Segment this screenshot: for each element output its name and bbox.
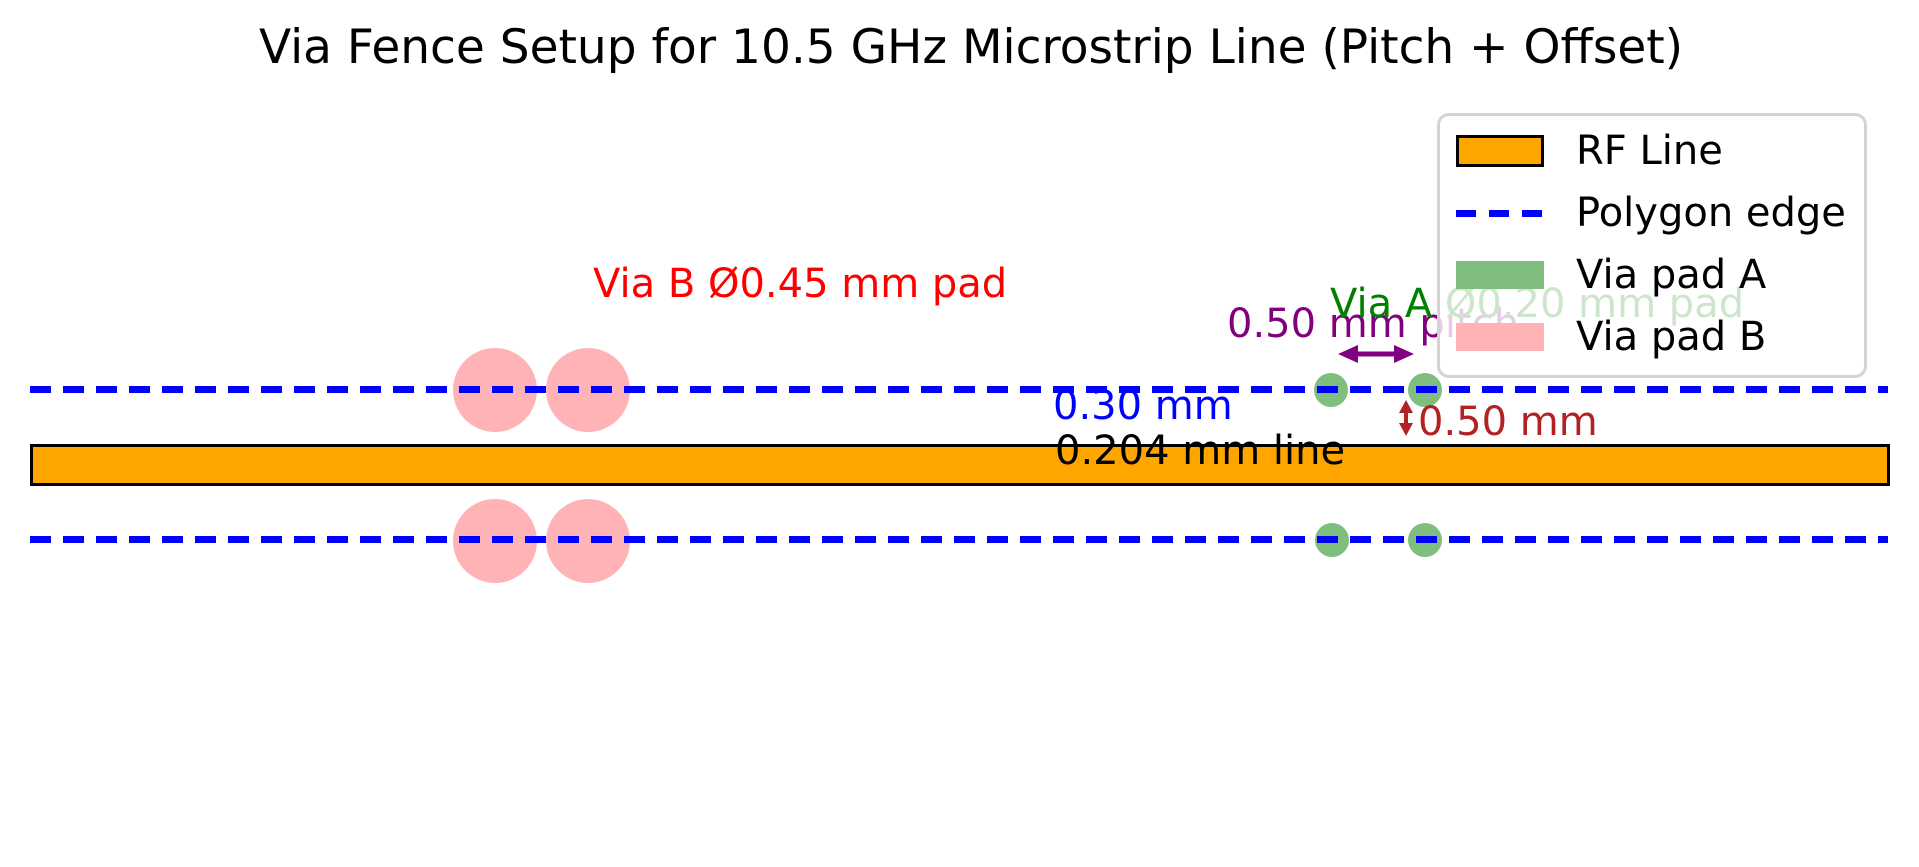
clearance-label: 0.30 mm: [1053, 383, 1233, 429]
via-pad-b-swatch-icon: [1456, 323, 1544, 351]
legend-item-via-pad-b: Via pad B: [1440, 306, 1864, 368]
legend-label: RF Line: [1576, 128, 1723, 174]
legend-label: Polygon edge: [1576, 190, 1846, 236]
line-width-label: 0.204 mm line: [1055, 428, 1346, 474]
rf-line-bar: [30, 444, 1890, 486]
via-b-pad-label: Via B Ø0.45 mm pad: [593, 261, 1008, 307]
via-pad-a-swatch-icon: [1456, 261, 1544, 289]
legend-box: RF Line Polygon edge Via pad A Via pad B: [1437, 113, 1867, 378]
legend-label: Via pad A: [1576, 252, 1767, 298]
offset-double-arrow-icon: [1399, 400, 1413, 436]
offset-label: 0.50 mm: [1418, 399, 1598, 445]
legend-label: Via pad B: [1576, 314, 1767, 360]
polygon-edge-swatch-icon: [1456, 209, 1544, 217]
legend-item-rf-line: RF Line: [1440, 120, 1864, 182]
legend-item-via-pad-a: Via pad A: [1440, 244, 1864, 306]
pitch-double-arrow-icon: [1338, 345, 1414, 363]
polygon-edge-bottom-line: [30, 536, 1888, 543]
polygon-edge-top-line: [30, 386, 1888, 393]
figure-title: Via Fence Setup for 10.5 GHz Microstrip …: [258, 20, 1684, 75]
rf-line-swatch-icon: [1456, 135, 1544, 167]
legend-item-polygon-edge: Polygon edge: [1440, 182, 1864, 244]
